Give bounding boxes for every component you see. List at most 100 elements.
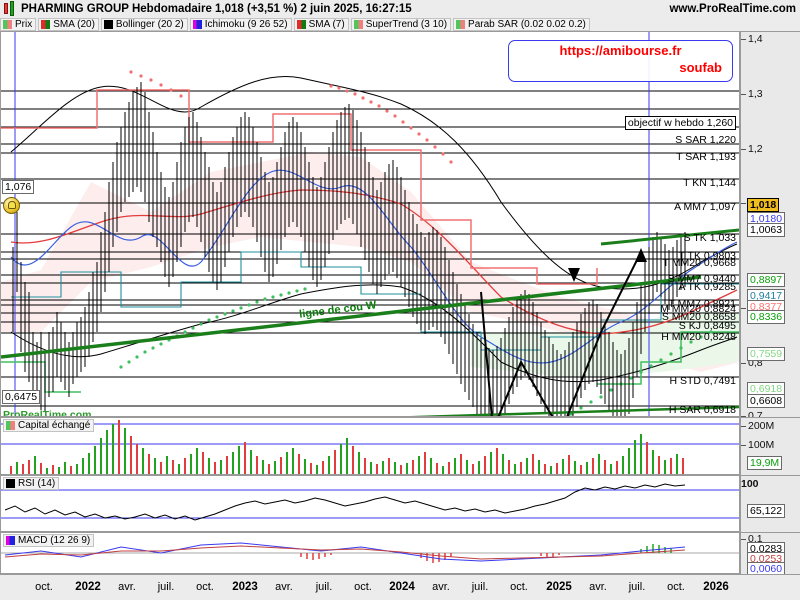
left-price-tag-1076[interactable]: 1,076 (2, 180, 35, 194)
candlestick-icon (3, 1, 16, 16)
bell-alert-icon[interactable] (3, 197, 20, 214)
macd-hist-tag[interactable]: 0,0060 (747, 562, 786, 576)
rsi-value-tag[interactable]: 65,122 (747, 504, 786, 518)
xaxis-label: oct. (510, 581, 528, 593)
xaxis-label-year: 2023 (232, 581, 258, 593)
price-chart-canvas (1, 32, 739, 416)
xaxis-label: juil. (157, 581, 175, 593)
legend-item-volume[interactable]: Capital échangé (3, 419, 95, 432)
axis-tick-100: 100 (741, 478, 759, 490)
color-swatch-icon (192, 19, 202, 29)
price-tag-last[interactable]: 1,018 (747, 198, 780, 212)
price-tag-sma[interactable]: 1,0063 (747, 223, 786, 237)
level-label-objectif: objectif w hebdo 1,260 (624, 116, 736, 130)
legend-label: Parab SAR (0.02 0.02 0.2) (468, 18, 586, 30)
xaxis-label: juil. (471, 581, 489, 593)
macd-axis[interactable]: 0,1 0,0283 0,0253 0,0060 (740, 532, 800, 576)
axis-tick-12: 1,2 (741, 143, 763, 155)
volume-chart-canvas (1, 420, 739, 474)
axis-tick-label: 1,2 (748, 143, 763, 155)
legend-label: Prix (15, 18, 33, 30)
level-label-t-mm7: T MM7 0,8921 (668, 298, 736, 310)
price-tag-st-lower[interactable]: 0,7559 (747, 347, 786, 361)
legend-label: SMA (7) (308, 18, 345, 30)
volume-value-tag[interactable]: 19,9M (747, 456, 783, 470)
price-axis[interactable]: 1,4 1,3 1,2 1,1 0,9 0,8 0,7 1,018 1,0180… (740, 31, 800, 422)
xaxis-label: oct. (35, 581, 53, 593)
color-swatch-icon (456, 19, 466, 29)
axis-tick-label: 1,3 (748, 88, 763, 100)
xaxis-label: oct. (667, 581, 685, 593)
axis-tick-200m: 200M (741, 420, 774, 432)
legend-item-bollinger[interactable]: Bollinger (20 2) (100, 17, 188, 31)
legend-item-rsi[interactable]: RSI (14) (3, 477, 60, 490)
rsi-axis[interactable]: 100 65,122 (740, 475, 800, 532)
level-label-s-kj: S KJ 0,8495 (678, 320, 736, 332)
level-label-a-mm7: A MM7 1,097 (674, 201, 736, 213)
legend-label: SuperTrend (3 10) (365, 18, 448, 30)
axis-tick-14: 1,4 (741, 33, 763, 45)
macd-panel[interactable]: MACD (12 26 9) (0, 532, 740, 574)
legend-item-sma20[interactable]: SMA (20) (38, 17, 99, 31)
legend-label: RSI (14) (18, 478, 56, 489)
legend-label: Ichimoku (9 26 52) (204, 18, 288, 30)
xaxis-label: juil. (315, 581, 333, 593)
color-swatch-icon (6, 536, 15, 545)
axis-tick-label: 100 (741, 478, 759, 490)
legend-item-parabolic-sar[interactable]: Parab SAR (0.02 0.02 0.2) (453, 17, 590, 31)
xaxis-label-year: 2026 (703, 581, 729, 593)
price-tag-lower-band[interactable]: 0,6608 (747, 394, 786, 408)
legend-item-sma7[interactable]: SMA (7) (293, 17, 349, 31)
volume-axis[interactable]: 200M 100M 19,9M (740, 417, 800, 475)
color-swatch-icon (41, 19, 51, 29)
legend-label: SMA (20) (53, 18, 95, 30)
level-label-s-mm20: S MM20 0,8658 (661, 311, 736, 323)
volume-panel[interactable]: Capital échangé (0, 417, 740, 475)
indicator-legend-bar: Prix SMA (20) Bollinger (20 2) Ichimoku … (0, 17, 800, 31)
rsi-chart-canvas (1, 483, 739, 521)
url-annotation-box[interactable]: https://amibourse.fr soufab (508, 40, 733, 82)
price-chart-panel[interactable]: objectif w hebdo 1,260 S SAR 1,220 T SAR… (0, 31, 740, 417)
legend-item-ichimoku[interactable]: Ichimoku (9 26 52) (189, 17, 292, 31)
axis-tick-13: 1,3 (741, 88, 763, 100)
legend-item-prix[interactable]: Prix (0, 17, 37, 31)
xaxis-label-year: 2024 (389, 581, 415, 593)
level-label-s-tk: S TK 1,033 (683, 232, 736, 244)
axis-tick-100m: 100M (741, 439, 774, 451)
level-label-s-mm7: S MM7 0,9440 (667, 273, 736, 285)
time-axis[interactable]: oct. 2022 avr. juil. oct. 2023 avr. juil… (0, 574, 800, 600)
axis-tick-label: 1,4 (748, 33, 763, 45)
level-label-a-tk: A TK 0,9285 (678, 281, 736, 293)
legend-label: MACD (12 26 9) (18, 535, 91, 546)
color-swatch-icon (6, 421, 15, 430)
axis-tick-label: 200M (748, 420, 775, 432)
level-label-t-kn: T KN 1,144 (683, 177, 736, 189)
level-label-h-sar: H SAR 0,6918 (668, 404, 736, 416)
left-price-tag-06475[interactable]: 0,6475 (2, 390, 41, 404)
annotation-line-2: soufab (679, 60, 722, 75)
legend-item-macd[interactable]: MACD (12 26 9) (3, 534, 95, 547)
color-swatch-icon (6, 479, 15, 488)
title-bar: PHARMING GROUP Hebdomadaire 1,018 (+3,51… (0, 0, 800, 18)
xaxis-label: oct. (354, 581, 372, 593)
page-title: PHARMING GROUP Hebdomadaire 1,018 (+3,51… (21, 2, 412, 15)
annotation-line-1: https://amibourse.fr (559, 43, 682, 58)
xaxis-label: avr. (118, 581, 136, 593)
level-label-t-tk: T TK 0,9803 (678, 250, 736, 262)
price-tag-supertrend[interactable]: 0,8897 (747, 273, 786, 287)
level-label-t-sar: T SAR 1,193 (676, 151, 736, 163)
brand-link[interactable]: www.ProRealTime.com (669, 2, 796, 15)
legend-item-supertrend[interactable]: SuperTrend (3 10) (350, 17, 452, 31)
rsi-panel[interactable]: RSI (14) (0, 475, 740, 532)
level-label-h-mm20: H MM20 0,8248 (661, 331, 736, 343)
xaxis-label: avr. (275, 581, 293, 593)
axis-tick-label: 100M (748, 439, 775, 451)
price-tag-sma7[interactable]: 0,8336 (747, 310, 786, 324)
level-label-s-sar: S SAR 1,220 (675, 134, 736, 146)
color-swatch-icon (103, 19, 113, 29)
price-tag-kijun[interactable]: 0,9417 (747, 289, 786, 303)
level-label-t-mm20: T MM20 0,9668 (662, 257, 736, 269)
legend-label: Bollinger (20 2) (115, 18, 184, 30)
color-swatch-icon (3, 19, 12, 29)
